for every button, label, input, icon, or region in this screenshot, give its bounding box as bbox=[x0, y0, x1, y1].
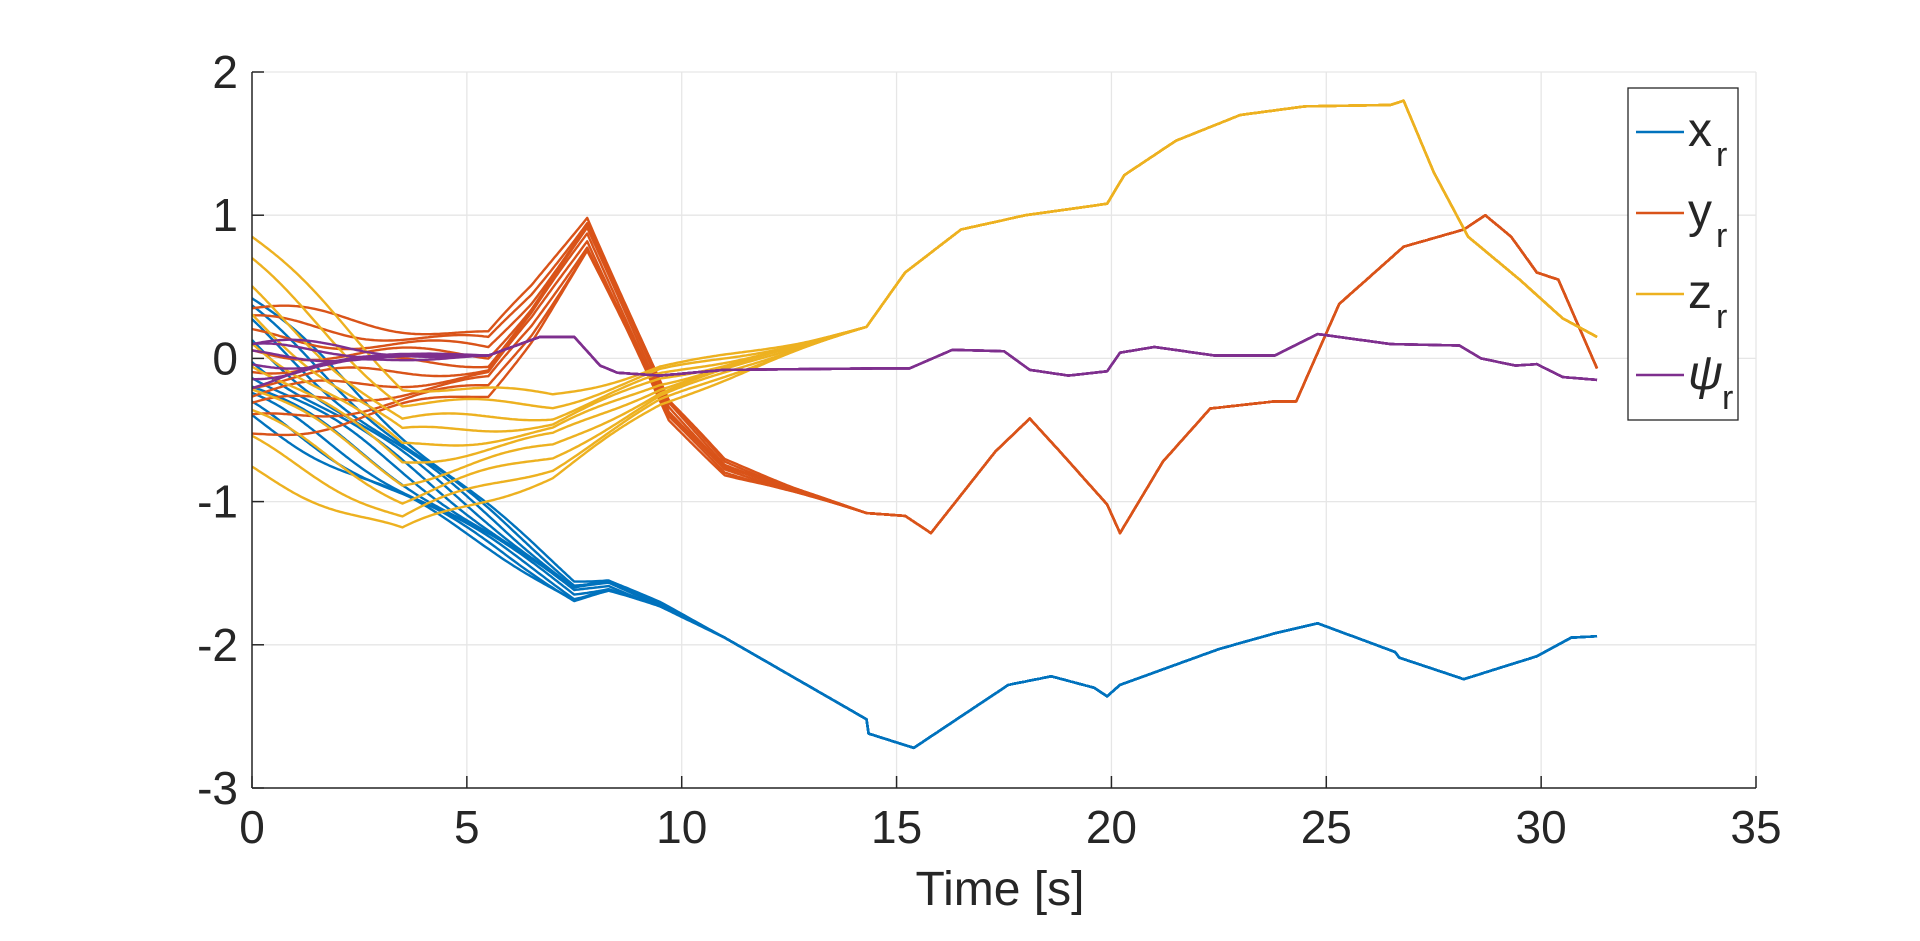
x-tick-label: 0 bbox=[239, 801, 265, 853]
legend-subscript: r bbox=[1716, 217, 1727, 255]
x-tick-label: 25 bbox=[1301, 801, 1352, 853]
x-axis-label: Time [s] bbox=[916, 863, 1085, 916]
legend-subscript: r bbox=[1722, 379, 1733, 417]
series-lines bbox=[251, 99, 1599, 750]
y-tick-label: -1 bbox=[197, 476, 238, 528]
y-tick-label: 0 bbox=[212, 332, 238, 384]
series-psi_r bbox=[251, 332, 1598, 390]
legend-label-psi_r: ψ bbox=[1688, 347, 1723, 400]
legend-label-x_r: x bbox=[1688, 104, 1712, 157]
x-tick-label: 15 bbox=[871, 801, 922, 853]
y-tick-label: -3 bbox=[197, 762, 238, 814]
tick-labels: 0 5 10 15 20 25 30 35 -3 -2 -1 0 1 2 bbox=[197, 46, 1781, 853]
x-tick-label: 20 bbox=[1086, 801, 1137, 853]
y-tick-label: 1 bbox=[212, 189, 238, 241]
legend-box bbox=[1627, 87, 1739, 421]
x-tick-label: 5 bbox=[454, 801, 480, 853]
series-line-z_r bbox=[251, 99, 1598, 529]
series-x_r bbox=[251, 297, 1598, 750]
legend-subscript: r bbox=[1716, 136, 1727, 174]
y-tick-label: -2 bbox=[197, 619, 238, 671]
y-tick-label: 2 bbox=[212, 46, 238, 98]
series-line-psi_r bbox=[251, 332, 1598, 390]
series-line-x_r bbox=[251, 414, 1598, 750]
legend-label-z_r: z bbox=[1688, 266, 1712, 319]
axes bbox=[251, 71, 1757, 789]
x-tick-label: 30 bbox=[1516, 801, 1567, 853]
legend-label-y_r: y bbox=[1688, 185, 1712, 238]
x-tick-label: 10 bbox=[656, 801, 707, 853]
series-line-y_r bbox=[251, 214, 1599, 535]
legend: x ry rz rψ r bbox=[1627, 87, 1739, 421]
grid bbox=[251, 71, 1757, 789]
x-tick-label: 35 bbox=[1730, 801, 1781, 853]
legend-subscript: r bbox=[1716, 298, 1727, 336]
plot-area bbox=[252, 72, 1756, 788]
series-z_r bbox=[251, 99, 1598, 529]
